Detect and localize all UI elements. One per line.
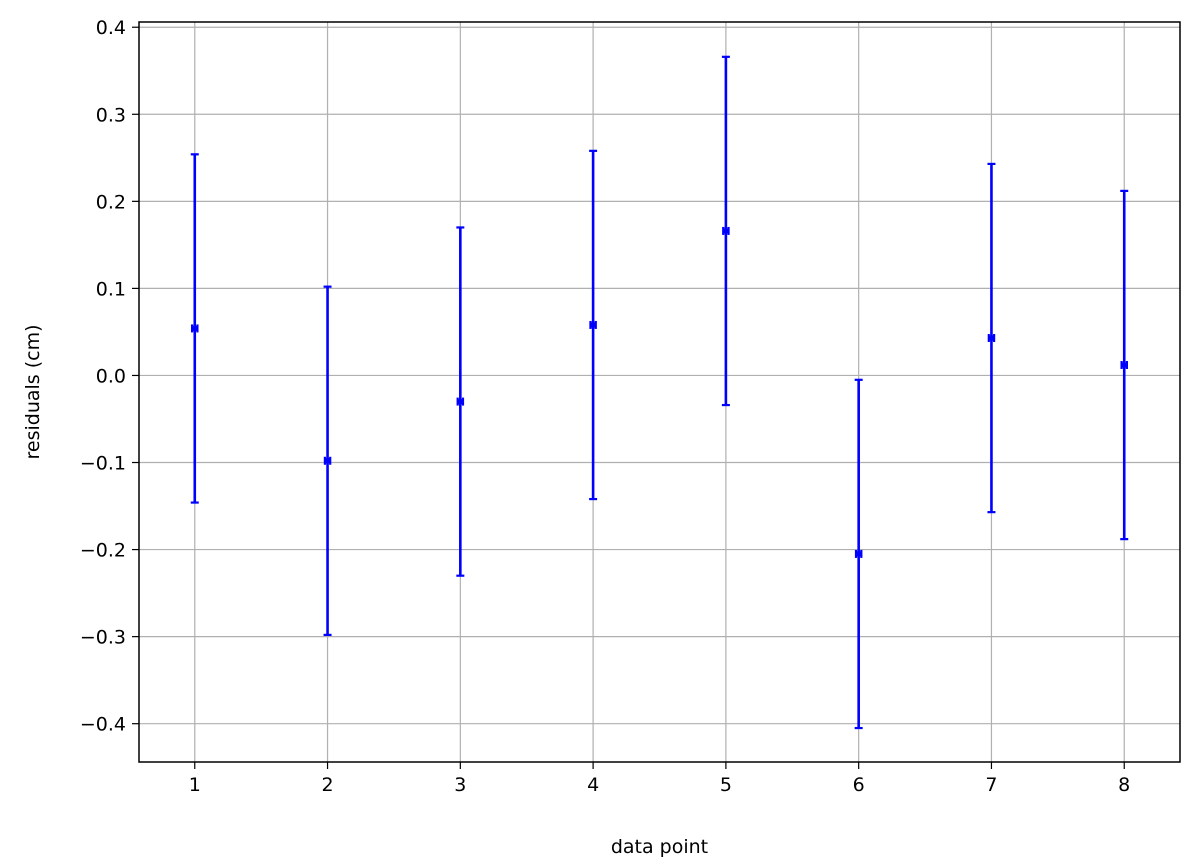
x-tick-label: 3 — [454, 774, 466, 796]
y-tick-label: −0.4 — [80, 714, 126, 736]
data-point — [191, 325, 198, 332]
y-tick-label: −0.2 — [80, 540, 126, 562]
x-tick-label: 5 — [720, 774, 732, 796]
data-point — [988, 335, 995, 342]
data-point — [590, 321, 597, 328]
x-tick-label: 1 — [189, 774, 201, 796]
x-tick-label: 6 — [853, 774, 865, 796]
y-tick-label: 0.4 — [96, 17, 126, 39]
data-point — [722, 227, 729, 234]
tick-layer: 1 2 3 4 5 6 7 8 −0.4 −0.3 −0.2 −0.1 0.0 0.1 0.2 0.3 0.4 — [80, 17, 1130, 796]
y-tick-label: −0.1 — [80, 453, 126, 475]
x-axis-label: data point — [611, 836, 708, 858]
data-point — [457, 398, 464, 405]
y-tick-label: 0.2 — [96, 191, 126, 213]
data-point — [855, 550, 862, 557]
data-point — [324, 457, 331, 464]
data-layer — [190, 55, 1129, 730]
x-tick-label: 4 — [587, 774, 599, 796]
y-tick-label: 0.0 — [96, 365, 126, 387]
x-tick-label: 2 — [322, 774, 334, 796]
plot-frame — [138, 21, 1181, 763]
x-tick-label: 7 — [985, 774, 997, 796]
y-tick-label: 0.3 — [96, 104, 126, 126]
y-axis-label: residuals (cm) — [22, 324, 44, 459]
y-tick-label: 0.1 — [96, 278, 126, 300]
data-point — [1121, 362, 1128, 369]
y-tick-label: −0.3 — [80, 627, 126, 649]
grid-layer — [139, 22, 1180, 762]
x-tick-label: 8 — [1118, 774, 1130, 796]
